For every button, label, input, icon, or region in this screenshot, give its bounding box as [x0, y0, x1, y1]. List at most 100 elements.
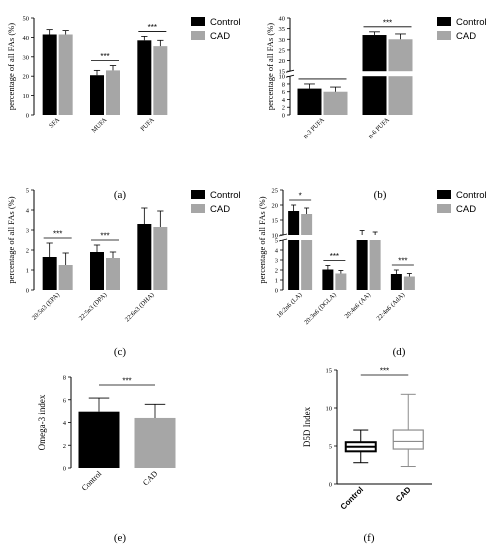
bar-control [90, 75, 104, 115]
bar-cad [153, 227, 168, 290]
box-iqr [392, 429, 424, 450]
y-tick-label: 2 [282, 105, 285, 112]
legend-label: CAD [210, 204, 230, 215]
x-tick-label: 22:4n6 (AdA) [375, 291, 406, 322]
bar-control [42, 257, 57, 290]
legend-label: CAD [210, 31, 230, 42]
x-tick-label: CAD [394, 485, 413, 504]
y-tick-label: 10 [326, 406, 333, 413]
y-tick-label: 0 [282, 113, 285, 120]
bar-cad [369, 237, 381, 290]
bar-control [137, 224, 152, 290]
y-tick-label: 4 [282, 97, 286, 104]
bar-control [390, 274, 402, 290]
y-tick-label: 30 [23, 54, 30, 61]
y-tick-label: 10 [279, 74, 286, 81]
x-tick-label: 18:2n6 (LA) [275, 291, 303, 319]
y-tick-label: 3 [275, 258, 278, 265]
y-tick-label: 20 [23, 74, 30, 81]
y-axis-label: percentage of all FAs (%) [6, 23, 16, 110]
significance-label: * [299, 192, 302, 201]
y-tick-label: 30 [279, 37, 286, 44]
chart-panel-e: 0 2 4 6 8 Omega-3 index Control CAD *** (e) [37, 375, 176, 544]
y-tick-label: 0 [275, 288, 278, 295]
legend-label: Control [456, 190, 487, 201]
y-axis-label: Omega-3 index [37, 394, 47, 450]
y-tick-label: 5 [26, 188, 29, 195]
x-tick-label: 22:5n3 (DPA) [78, 291, 109, 322]
bar-cad [134, 417, 176, 468]
significance-label: *** [100, 232, 109, 241]
y-axis-label: percentage of all FAs (%) [257, 196, 267, 283]
bar-control [90, 252, 104, 290]
bar-control [322, 269, 334, 290]
y-tick-label: 20 [279, 58, 286, 65]
legend-swatch [191, 204, 205, 213]
legend-label: Control [210, 190, 241, 201]
bar-control [356, 235, 368, 290]
legend-swatch [437, 17, 451, 26]
panel-label: (e) [114, 532, 127, 544]
bar-cad [106, 258, 120, 290]
x-tick-label: MUFA [91, 116, 109, 134]
legend-label: CAD [456, 31, 476, 42]
significance-label: *** [148, 23, 157, 32]
y-tick-label: 0 [26, 113, 29, 120]
x-tick-label: CAD [141, 469, 159, 487]
x-tick-label: 20:3n6 (DGLA) [303, 291, 338, 326]
bar-cad [301, 214, 313, 290]
y-tick-label: 8 [63, 375, 66, 382]
bar-cad [58, 265, 73, 290]
x-tick-label: Control [80, 469, 104, 493]
y-axis-label: D5D Index [302, 406, 312, 447]
significance-label: *** [398, 257, 407, 266]
x-tick-label: 20:5n3 (EPA) [31, 291, 61, 321]
y-tick-label: 50 [23, 16, 30, 23]
bar-cad [335, 273, 347, 290]
y-tick-label: 4 [26, 208, 30, 215]
significance-label: *** [100, 52, 109, 61]
y-axis-label: percentage of all FAs (%) [6, 196, 16, 283]
legend-swatch [437, 31, 451, 40]
bar-cad [58, 34, 73, 115]
x-tick-label: PUFA [139, 116, 156, 133]
significance-label: *** [122, 377, 131, 386]
legend-swatch [191, 17, 205, 26]
y-tick-label: 1 [275, 278, 278, 285]
legend-label: Control [210, 17, 241, 28]
panel-label: (d) [393, 346, 406, 358]
axis-break-mark [278, 233, 288, 237]
y-tick-label: 6 [282, 89, 286, 96]
chart-panel-a: 0 10 20 30 40 50 percentage of all FAs (%) SFA *… [6, 16, 241, 202]
significance-label: *** [330, 252, 339, 261]
axis-break-gap [286, 71, 422, 77]
y-tick-label: 3 [26, 228, 29, 235]
legend-swatch [437, 204, 451, 213]
x-tick-label: 20:4n6 (AA) [343, 291, 372, 320]
y-tick-label: 25 [272, 188, 279, 195]
panel-label: (b) [374, 189, 387, 201]
chart-panel-f: 0 5 10 15 D5D Index Control CAD *** (f) [302, 367, 432, 544]
bar-cad [388, 39, 413, 115]
y-tick-label: 10 [272, 233, 279, 240]
y-tick-label: 15 [326, 368, 333, 375]
y-tick-label: 6 [63, 397, 67, 404]
panel-label: (c) [114, 346, 127, 358]
y-tick-label: 5 [275, 238, 278, 245]
significance-label: *** [383, 18, 392, 27]
bar-cad [153, 46, 168, 115]
x-tick-label: Control [339, 485, 365, 511]
bar-control [78, 411, 120, 468]
y-tick-label: 35 [279, 26, 286, 33]
y-tick-label: 2 [275, 268, 278, 275]
significance-label: *** [380, 367, 389, 376]
legend-swatch [191, 31, 205, 40]
axis-break-mark [285, 69, 295, 73]
y-tick-label: 20 [272, 203, 279, 210]
bar-cad [323, 91, 348, 115]
bar-cad [106, 70, 120, 115]
y-tick-label: 4 [63, 420, 67, 427]
x-tick-label: 22:6n3 (DHA) [124, 291, 156, 323]
y-axis-label: percentage of all FAs (%) [265, 23, 275, 110]
